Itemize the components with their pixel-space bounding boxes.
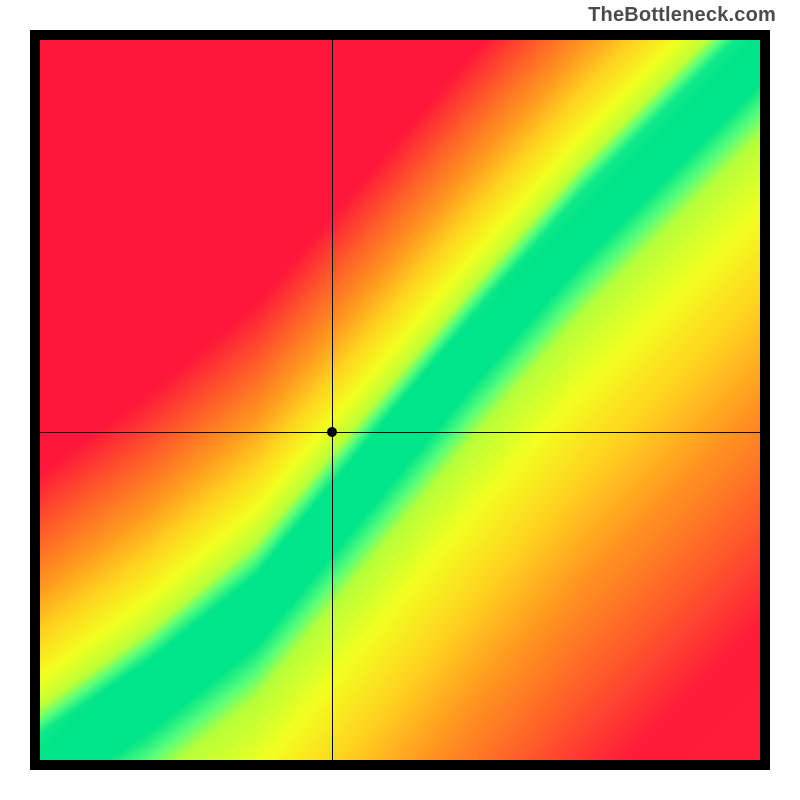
crosshair-vertical <box>332 40 333 760</box>
heatmap-canvas <box>40 40 760 760</box>
watermark-text: TheBottleneck.com <box>588 4 776 27</box>
crosshair-horizontal <box>40 432 760 433</box>
chart-frame <box>30 30 770 770</box>
crosshair-marker <box>327 427 337 437</box>
